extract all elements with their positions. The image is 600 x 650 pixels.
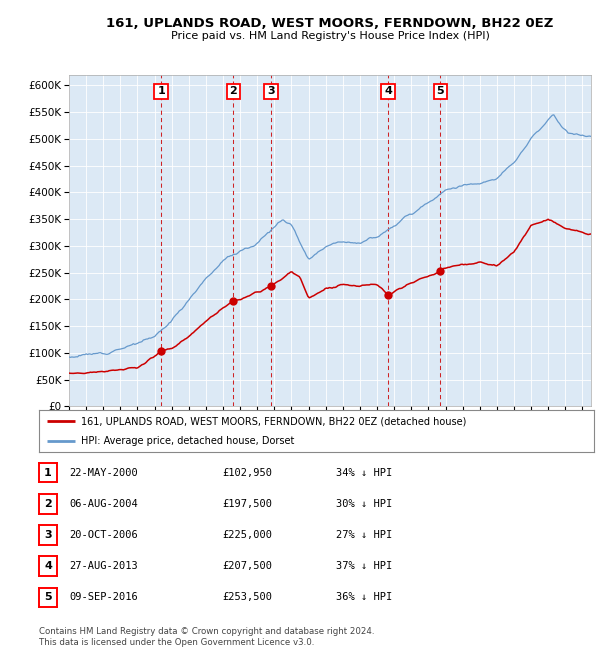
Text: 4: 4 (384, 86, 392, 96)
Text: 2: 2 (44, 499, 52, 509)
Text: Contains HM Land Registry data © Crown copyright and database right 2024.
This d: Contains HM Land Registry data © Crown c… (39, 627, 374, 647)
Text: 27% ↓ HPI: 27% ↓ HPI (336, 530, 392, 540)
Text: 27-AUG-2013: 27-AUG-2013 (69, 561, 138, 571)
Text: 1: 1 (157, 86, 165, 96)
Text: HPI: Average price, detached house, Dorset: HPI: Average price, detached house, Dors… (80, 436, 294, 446)
Text: £225,000: £225,000 (222, 530, 272, 540)
Text: 06-AUG-2004: 06-AUG-2004 (69, 499, 138, 509)
Text: 3: 3 (267, 86, 275, 96)
Text: 161, UPLANDS ROAD, WEST MOORS, FERNDOWN, BH22 0EZ (detached house): 161, UPLANDS ROAD, WEST MOORS, FERNDOWN,… (80, 417, 466, 426)
Text: 1: 1 (44, 467, 52, 478)
Text: £197,500: £197,500 (222, 499, 272, 509)
Text: 34% ↓ HPI: 34% ↓ HPI (336, 467, 392, 478)
Text: 3: 3 (44, 530, 52, 540)
Text: Price paid vs. HM Land Registry's House Price Index (HPI): Price paid vs. HM Land Registry's House … (170, 31, 490, 41)
Text: 20-OCT-2006: 20-OCT-2006 (69, 530, 138, 540)
Text: 09-SEP-2016: 09-SEP-2016 (69, 592, 138, 603)
Text: 22-MAY-2000: 22-MAY-2000 (69, 467, 138, 478)
Text: £253,500: £253,500 (222, 592, 272, 603)
Text: £207,500: £207,500 (222, 561, 272, 571)
Text: 5: 5 (44, 592, 52, 603)
Text: 5: 5 (436, 86, 444, 96)
Text: 37% ↓ HPI: 37% ↓ HPI (336, 561, 392, 571)
Text: 4: 4 (44, 561, 52, 571)
Text: £102,950: £102,950 (222, 467, 272, 478)
Text: 2: 2 (229, 86, 237, 96)
Text: 161, UPLANDS ROAD, WEST MOORS, FERNDOWN, BH22 0EZ: 161, UPLANDS ROAD, WEST MOORS, FERNDOWN,… (106, 17, 554, 30)
Text: 30% ↓ HPI: 30% ↓ HPI (336, 499, 392, 509)
Text: 36% ↓ HPI: 36% ↓ HPI (336, 592, 392, 603)
